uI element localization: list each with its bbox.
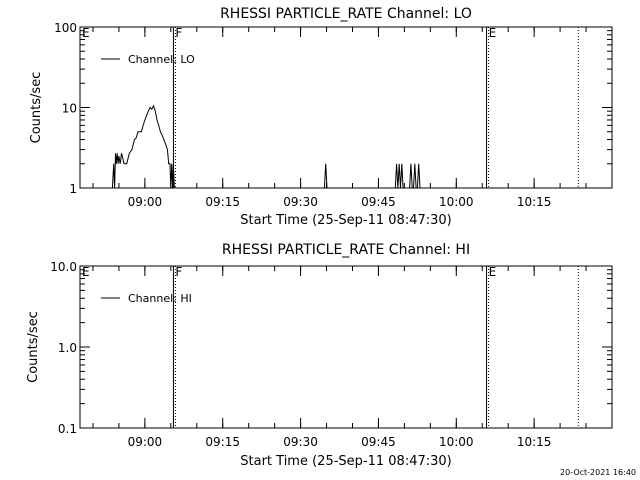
chart2-x-tick-label: 09:00 (128, 435, 163, 449)
chart1-y-tick-label: 10 (62, 102, 77, 116)
chart1-x-tick-label: 09:30 (283, 195, 318, 209)
chart1-y-axis-label: Counts/sec (29, 72, 44, 144)
chart2-x-tick-label: 10:15 (517, 435, 552, 449)
chart2-x-tick-label: 09:15 (205, 435, 240, 449)
chart1-x-tick-label: 10:15 (517, 195, 552, 209)
chart1-plot-frame (79, 26, 613, 189)
chart1-event-marker-label: F (175, 26, 182, 40)
chart1-x-tick-label: 10:00 (439, 195, 474, 209)
chart2-y-axis-label: Counts/sec (26, 311, 41, 383)
chart1-series-line (111, 104, 422, 189)
chart2-y-tick-label: 1.0 (58, 341, 77, 355)
chart1-x-axis-label: Start Time (25-Sep-11 08:47:30) (240, 213, 451, 228)
chart2-plot-frame (79, 265, 613, 429)
chart1-title: RHESSI PARTICLE_RATE Channel: LO (220, 6, 472, 22)
chart1-x-tick-label: 09:00 (128, 195, 163, 209)
chart2-x-tick-label: 09:30 (283, 435, 318, 449)
chart1-legend-label: Channel: LO (128, 53, 195, 66)
chart2-event-marker-label: F (175, 265, 182, 279)
chart2-title: RHESSI PARTICLE_RATE Channel: HI (222, 242, 470, 258)
chart2-x-tick-label: 09:45 (361, 435, 396, 449)
chart2-y-tick-label: 10.0 (50, 260, 77, 274)
chart1-y-tick-label: 1 (69, 182, 77, 196)
chart2-x-axis-label: Start Time (25-Sep-11 08:47:30) (240, 454, 451, 469)
chart2-y-tick-label: 0.1 (58, 422, 77, 436)
chart1-x-tick-label: 09:15 (205, 195, 240, 209)
chart1-y-tick-label: 100 (54, 21, 77, 35)
chart2-event-marker-label: E (489, 265, 497, 279)
timestamp-stamp: 20-Oct-2021 16:40 (560, 468, 636, 477)
chart1-event-marker-label: E (82, 26, 90, 40)
chart2-legend-label: Channel: HI (128, 292, 192, 305)
chart1-x-tick-label: 09:45 (361, 195, 396, 209)
chart2-x-tick-label: 10:00 (439, 435, 474, 449)
chart2-event-marker-label: E (82, 265, 90, 279)
chart1-event-marker-label: E (489, 26, 497, 40)
